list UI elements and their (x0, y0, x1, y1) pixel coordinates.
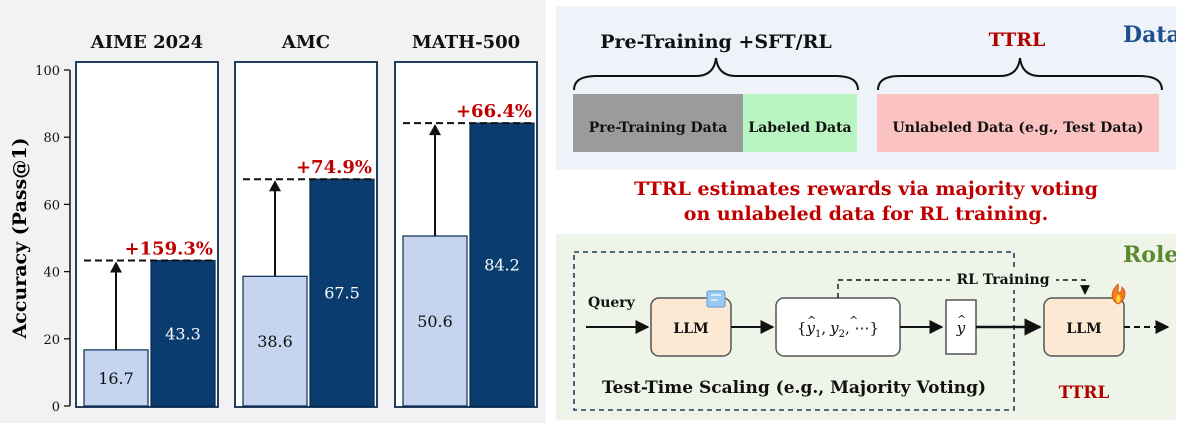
baseline-bar (402, 235, 468, 407)
hat-2: ^ (849, 314, 858, 327)
rl-training-path (837, 279, 1090, 298)
hat-3: ^ (957, 313, 966, 326)
gain-label: +74.9% (296, 157, 372, 178)
chart-panel: Accuracy (Pass@1) 0 20 40 60 80 100 AIME 2024… (0, 0, 546, 423)
accuracy-chart: Accuracy (Pass@1) 0 20 40 60 80 100 AIME 2024… (9, 32, 538, 415)
rl-training-label: RL Training (957, 272, 1050, 288)
y-axis: 0 20 40 60 80 100 (35, 64, 71, 415)
baseline-value-label: 50.6 (417, 312, 453, 331)
chart-panels: AIME 2024 16.7 43.3 +159.3% AMC 38.6 67.5 +74.9… (75, 32, 538, 408)
panel-title: AIME 2024 (90, 32, 203, 53)
gain-arrow-head (429, 124, 441, 136)
y-tick-label: 0 (52, 400, 60, 415)
caption-line-2: on unlabeled data for RL training. (684, 203, 1048, 225)
gain-label: +159.3% (124, 239, 213, 260)
baseline-bar (83, 349, 149, 407)
rl-training-label-bg (950, 268, 1056, 290)
y-tick-label: 40 (43, 266, 60, 281)
baseline-value-label: 16.7 (98, 369, 134, 388)
gain-arrow-head (110, 261, 122, 273)
ttrl-value-label: 43.3 (165, 324, 201, 343)
baseline-bar (242, 275, 308, 407)
pretraining-data-label: Pre-Training Data (589, 120, 728, 136)
ttrl-bar (309, 178, 375, 407)
role-panel: Role Query LLM {y1, y2, ⋯} ^ ^ y ^ RL Tra… (556, 234, 1178, 420)
labeled-data-label: Labeled Data (748, 120, 851, 136)
chart-panel-2: AMC 38.6 67.5 +74.9% (234, 32, 378, 408)
pretraining-data-block (573, 94, 743, 152)
ice-cube-icon (706, 290, 726, 308)
majority-answer-label: y (956, 319, 966, 337)
caption-line-1: TTRL estimates rewards via majority voti… (634, 178, 1098, 200)
pretrain-sft-rl-heading: Pre-Training +SFT/RL (600, 31, 832, 53)
data-diagram: Data Pre-Training +SFT/RL TTRL Pre-Train… (573, 22, 1179, 152)
y-tick-label: 80 (43, 131, 60, 146)
query-label: Query (588, 295, 636, 311)
caption: TTRL estimates rewards via majority voti… (634, 178, 1098, 225)
unlabeled-data-label: Unlabeled Data (e.g., Test Data) (892, 120, 1143, 136)
y-tick-label: 60 (43, 198, 60, 213)
data-title: Data (1123, 22, 1176, 48)
ttrl-value-label: 84.2 (484, 256, 520, 275)
gain-label: +66.4% (456, 101, 532, 122)
test-time-scaling-box (573, 251, 1015, 411)
role-diagram: Role Query LLM {y1, y2, ⋯} ^ ^ y ^ RL Tra… (573, 242, 1178, 411)
majority-answer-box (945, 299, 977, 355)
data-panel: Data Pre-Training +SFT/RL TTRL Pre-Train… (556, 6, 1179, 170)
ttrl-role-label: TTRL (1059, 383, 1110, 403)
ttrl-value-label: 67.5 (324, 284, 360, 303)
right-brace (877, 57, 1163, 91)
fire-icon (1111, 283, 1126, 305)
hat-1: ^ (807, 314, 816, 327)
ttrl-data-heading: TTRL (989, 29, 1046, 51)
chart-panel-1: AIME 2024 16.7 43.3 +159.3% (75, 32, 219, 408)
gain-arrow-head (269, 180, 281, 192)
left-brace (573, 57, 859, 91)
labeled-data-block (743, 94, 857, 152)
samples-label: {y1, y2, ⋯} (797, 319, 879, 340)
y-tick-label: 100 (35, 64, 60, 79)
unlabeled-data-block (877, 94, 1159, 152)
panel-title: AMC (281, 32, 330, 53)
panel-title: MATH-500 (412, 32, 520, 53)
role-title: Role (1123, 242, 1176, 268)
ttrl-bar (150, 259, 216, 407)
ttrl-bar (469, 122, 535, 407)
test-time-scaling-label: Test-Time Scaling (e.g., Majority Voting… (602, 378, 986, 398)
y-axis-label: Accuracy (Pass@1) (9, 138, 31, 340)
llm-trained-label: LLM (1066, 321, 1101, 337)
llm-frozen-label: LLM (673, 321, 708, 337)
chart-panel-3: MATH-500 50.6 84.2 +66.4% (394, 32, 538, 408)
y-tick-label: 20 (43, 333, 60, 348)
baseline-value-label: 38.6 (257, 332, 293, 351)
